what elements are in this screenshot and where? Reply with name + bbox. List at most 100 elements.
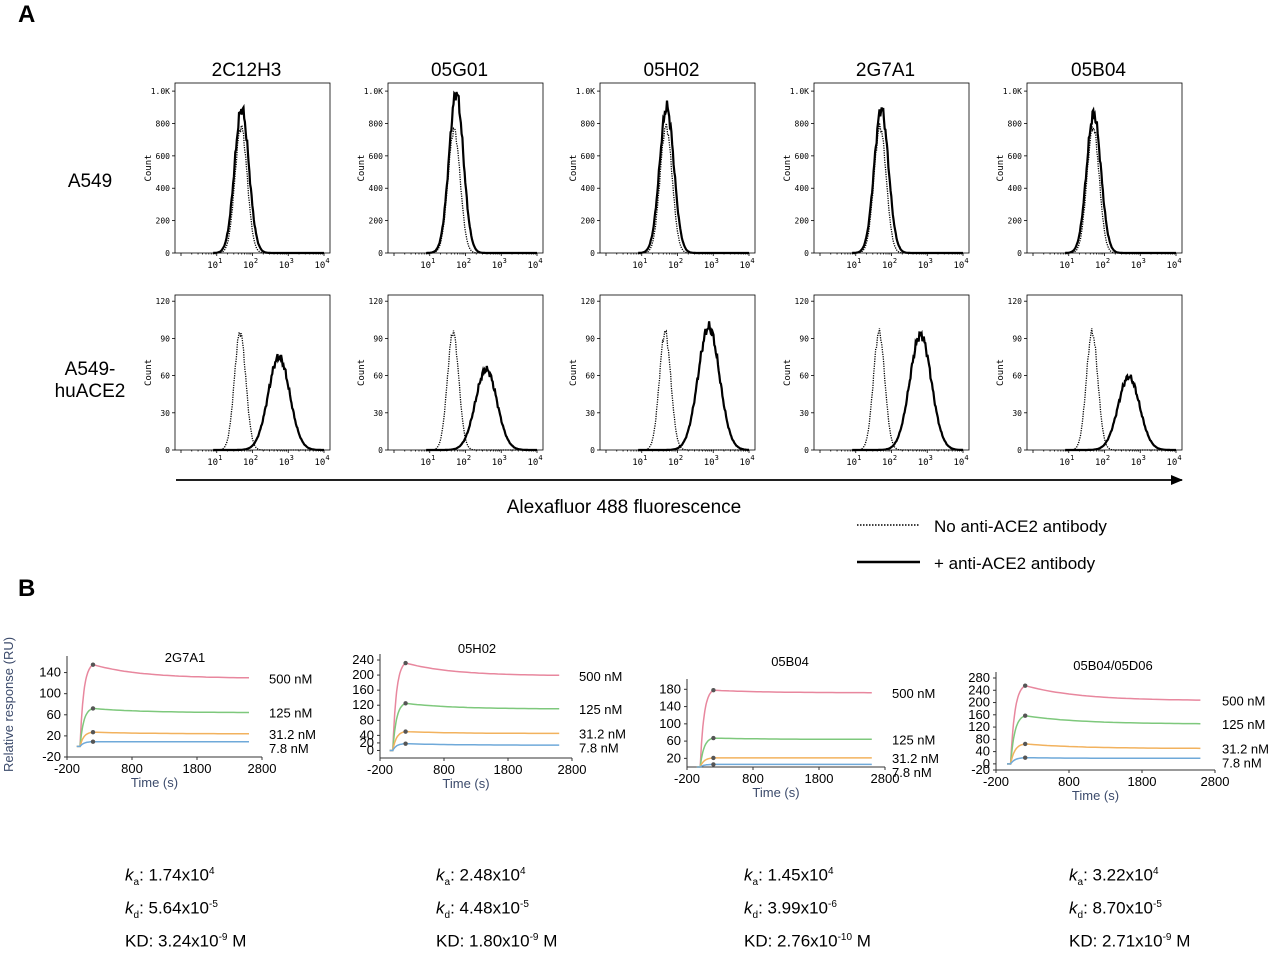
- histogram-no-antibody: [213, 331, 324, 451]
- x-tick-label: 2800: [248, 761, 277, 776]
- histogram-frame: [174, 82, 331, 254]
- sensorgram-05b04: 05B04 20 60 100 140 180 -200 800 1800 2800 Time (s…: [659, 654, 939, 800]
- y-tick-label: 1.0K: [151, 87, 170, 96]
- y-tick-label: 1.0K: [1003, 87, 1022, 96]
- histogram-a549-05g01: 0 200 400 600 800 1.0K Count 101 102 103 104: [357, 82, 544, 271]
- y-tick-label: 80: [360, 712, 374, 727]
- y-tick-label: 20: [360, 735, 374, 750]
- x-tick-label: 104: [314, 257, 329, 271]
- y-tick-label: 120: [581, 297, 596, 306]
- x-tick-label: 104: [953, 257, 968, 271]
- sensorgram-curve-7-8-nm: [1007, 756, 1201, 765]
- y-tick-label: 140: [39, 665, 61, 680]
- y-tick-label: 60: [47, 707, 61, 722]
- y-tick-label: 0: [804, 249, 809, 258]
- kinetics-block-2g7a1: ka: 1.74x104 kd: 5.64x10-5 KD: 3.24x10-9 M: [125, 861, 246, 953]
- y-tick-label: 30: [585, 409, 595, 418]
- y-tick-label: 60: [373, 372, 383, 381]
- y-tick-label: 160: [968, 707, 990, 722]
- histogram-frame: [1026, 294, 1183, 451]
- peak-marker: [403, 660, 408, 666]
- concentration-label: 125 nM: [269, 706, 312, 721]
- x-tick-label: 102: [456, 454, 471, 468]
- peak-marker: [403, 701, 408, 706]
- x-tick-label: 1800: [494, 762, 523, 777]
- y-tick-label: 800: [795, 119, 810, 128]
- sensorgram-curve-500-nm: [389, 662, 560, 752]
- y-tick-label: 60: [160, 372, 170, 381]
- kd-value: kd: 5.64x10-5: [125, 898, 218, 922]
- y-axis-label: Count: [357, 154, 367, 181]
- x-tick-label: 104: [739, 454, 754, 468]
- y-axis-label: Count: [569, 359, 579, 386]
- histogram-huace2-05g01: 0 30 60 90 120 Count 101 102 103 104: [357, 294, 544, 468]
- sensorgram-curve-125-nm: [389, 702, 560, 752]
- concentration-label: 31.2 nM: [579, 727, 626, 742]
- y-tick-label: 20: [47, 728, 61, 743]
- x-tick-label: -200: [983, 774, 1009, 789]
- y-tick-label: 180: [659, 681, 681, 696]
- y-tick-label: 200: [352, 667, 374, 682]
- y-tick-label: 120: [156, 297, 171, 306]
- x-tick-label: 102: [882, 454, 897, 468]
- y-tick-label: 0: [590, 249, 595, 258]
- y-tick-label: 0: [590, 446, 595, 455]
- y-tick-label: 30: [160, 409, 170, 418]
- sensorgram-curve-500-nm: [1007, 684, 1201, 765]
- x-tick-label: -200: [367, 762, 393, 777]
- y-tick-label: 30: [1012, 409, 1022, 418]
- x-tick-label: 104: [527, 454, 542, 468]
- y-tick-label: 400: [795, 184, 810, 193]
- x-tick-label: 1800: [805, 771, 834, 786]
- y-tick-label: 1.0K: [576, 87, 595, 96]
- peak-marker: [90, 662, 96, 667]
- x-tick-label: 2800: [1201, 774, 1230, 789]
- x-tick-label: 102: [668, 257, 683, 271]
- histogram-with-antibody: [426, 90, 537, 255]
- concentration-label: 7.8 nM: [269, 741, 309, 756]
- y-tick-label: 400: [581, 184, 596, 193]
- ka-value: ka: 2.48x104: [436, 865, 526, 889]
- y-tick-label: 40: [976, 744, 990, 759]
- y-tick-label: 240: [968, 682, 990, 697]
- row-label-1-1: huACE2: [55, 381, 126, 402]
- antibody-title-05g01: 05G01: [431, 60, 488, 81]
- x-tick-label: 101: [420, 454, 435, 468]
- x-tick-label: 101: [420, 257, 435, 271]
- antibody-title-05b04: 05B04: [1071, 60, 1126, 81]
- y-tick-label: 800: [369, 119, 384, 128]
- y-axis-label: Count: [996, 359, 1006, 386]
- y-tick-label: 1.0K: [790, 87, 809, 96]
- y-tick-label: 60: [585, 372, 595, 381]
- y-tick-label: 0: [1017, 249, 1022, 258]
- y-tick-label: 60: [1012, 372, 1022, 381]
- ka-value: ka: 1.45x104: [744, 865, 834, 889]
- x-tick-label: 800: [1058, 774, 1080, 789]
- x-tick-label: 102: [456, 257, 471, 271]
- sensorgram-title: 2G7A1: [165, 650, 205, 665]
- peak-marker: [90, 739, 96, 744]
- x-tick-label: 102: [243, 454, 258, 468]
- y-tick-label: 140: [659, 699, 681, 714]
- y-tick-label: 280: [968, 670, 990, 685]
- ka-value: ka: 3.22x104: [1069, 865, 1159, 889]
- antibody-title-2g7a1: 2G7A1: [856, 60, 915, 81]
- y-axis-label: Count: [783, 154, 793, 181]
- ka-value: ka: 1.74x104: [125, 865, 215, 889]
- legend-solid-label: + anti-ACE2 antibody: [934, 554, 1096, 573]
- x-tick-label: 103: [704, 454, 719, 468]
- y-tick-label: 0: [983, 756, 990, 771]
- concentration-label: 500 nM: [579, 669, 622, 684]
- sensorgram-curve-7-8-nm: [389, 742, 560, 752]
- y-tick-label: 120: [352, 697, 374, 712]
- y-tick-label: 200: [369, 217, 384, 226]
- kd-value: kd: 3.99x10-6: [744, 898, 837, 922]
- histogram-frame: [599, 294, 756, 451]
- y-tick-label: 400: [369, 184, 384, 193]
- legend: No anti-ACE2 antibody + anti-ACE2 antibo…: [857, 517, 1107, 573]
- histogram-with-antibody: [426, 365, 537, 452]
- y-tick-label: 400: [1008, 184, 1023, 193]
- peak-marker: [711, 735, 716, 741]
- x-tick-label: 102: [243, 257, 258, 271]
